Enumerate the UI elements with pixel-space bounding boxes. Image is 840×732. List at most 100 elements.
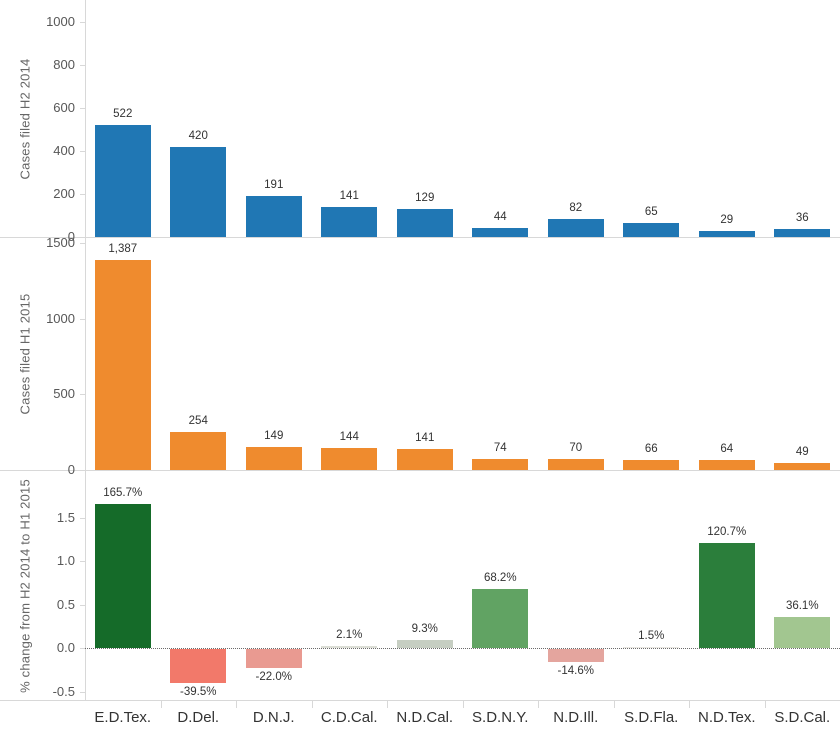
y-axis-tick-label: 1000 [46,310,75,326]
x-axis-category-label[interactable]: C.D.Cal. [320,709,378,726]
y-axis-tick-label: 600 [53,100,75,115]
bar-value-label: 49 [795,445,809,458]
y-axis-line [85,0,86,700]
y-axis-tick-mark [80,237,85,238]
bar-dnj[interactable] [245,447,302,470]
y-axis-tick-label: 0.5 [56,596,75,612]
bar-value-label: 254 [188,414,208,427]
bar-sdcal[interactable] [774,229,831,237]
bar-value-label: 141 [415,431,435,444]
bar-value-label: 2.1% [336,629,363,642]
bar-sdfla[interactable] [623,223,680,237]
y-axis-tick-label: 0.0 [56,640,75,655]
y-axis-tick-mark [80,65,85,66]
bar-ndill[interactable] [547,459,604,470]
bar-ndill[interactable] [547,219,604,237]
x-axis-tick-mark [311,701,313,708]
y-axis-tick-label: 200 [53,186,75,201]
bar-dnj[interactable] [245,195,302,237]
bar-ndtex[interactable] [698,460,755,470]
bar-value-label: 120.7% [707,525,747,538]
bar-edtex[interactable] [94,124,151,237]
x-axis-categories: E.D.Tex. D.Del. D.N.J. C.D.Cal. N.D.Cal. S.D.… [0,701,840,732]
x-axis-category-label[interactable]: S.D.Fla. [624,709,679,726]
bar-ndcal[interactable] [396,209,453,237]
y-axis-tick-mark [80,22,85,23]
x-axis-category-label[interactable]: N.D.Cal. [396,709,454,726]
bar-value-label: 36 [795,212,809,225]
bar-ddel[interactable] [170,146,227,237]
y-axis-title: Cases filed H2 2014 [17,58,33,179]
bar-value-label: 66 [644,443,658,455]
bar-ndtex[interactable] [698,230,755,237]
bar-sdcal[interactable] [774,462,831,470]
y-axis-tick-mark [80,517,85,519]
y-axis-tick-label: 1.5 [56,509,75,525]
panel-cases-filed-h2-2014: Cases filed H2 2014 0 200 400 600 800 1000 522… [0,0,840,244]
bar-sdfla[interactable] [623,460,680,470]
y-axis-tick-label: 500 [53,386,75,402]
panel-cases-filed-h1-2015: Cases filed H1 2015 0 500 1000 1500 1,387 254… [0,235,840,477]
x-axis-category-label[interactable]: S.D.Cal. [774,709,831,726]
bar-value-label: 70 [569,442,583,455]
x-axis-tick-mark [387,701,388,708]
bar-value-label: 29 [720,213,734,226]
y-axis-tick-mark [80,194,85,195]
bar-ddel[interactable] [170,431,227,470]
bar-value-label: 129 [415,192,435,205]
bar-value-label: -22.0% [255,671,292,684]
y-axis-tick-label: 0 [67,462,75,477]
y-axis-tick-mark [80,604,85,606]
x-axis-category-label[interactable]: D.N.J. [252,709,295,726]
bar-value-label: 44 [493,210,507,223]
x-axis-tick-mark [236,701,237,708]
bar-ndill[interactable] [547,649,604,662]
panel-percent-change: % change from H2 2014 to H1 2015 -0.5 0.0… [0,471,840,701]
bar-value-label: -39.5% [180,686,217,699]
bar-ddel[interactable] [170,649,227,684]
bar-value-label: 64 [720,443,734,456]
y-axis-tick-label: 400 [53,143,75,158]
bar-cdcal[interactable] [321,206,378,237]
y-axis-tick-mark [80,470,85,471]
x-axis-category-label[interactable]: D.Del. [177,709,220,726]
bar-value-label: 74 [493,441,507,454]
bar-cdcal[interactable] [321,646,378,648]
bar-sdcal[interactable] [774,616,831,648]
y-axis-tick-mark [80,108,85,109]
x-axis-category-label[interactable]: E.D.Tex. [94,709,152,726]
bar-sdfla[interactable] [623,646,680,648]
y-axis-tick-label: 0 [67,229,75,244]
y-axis-tick-mark [80,151,85,152]
bar-edtex[interactable] [94,503,151,648]
y-axis-tick-mark [80,394,85,396]
y-axis-tick-mark [80,648,85,649]
bar-sdny[interactable] [472,588,529,648]
x-axis-tick-mark [613,701,615,708]
bar-ndcal[interactable] [396,639,453,648]
x-axis-tick-mark [764,701,766,708]
bar-value-label: 522 [113,107,133,120]
bar-sdny[interactable] [472,458,529,470]
bar-value-label: 144 [339,431,359,444]
bar-value-label: 1.5% [638,629,665,642]
y-axis-tick-mark [80,691,85,693]
y-axis-tick-label: 1500 [46,235,75,251]
y-axis-tick-mark [80,318,85,320]
bar-ndcal[interactable] [396,448,453,470]
bar-value-label: 149 [264,430,284,443]
bar-value-label: 68.2% [483,571,517,584]
bar-value-label: 1,387 [108,243,138,256]
bar-edtex[interactable] [94,260,151,470]
bar-dnj[interactable] [245,649,302,669]
bar-value-label: 420 [188,129,208,142]
bar-value-label: 191 [264,178,284,191]
x-axis-category-label[interactable]: N.D.Ill. [553,709,599,726]
bar-ndtex[interactable] [698,542,755,648]
bar-sdny[interactable] [472,227,529,237]
x-axis-category-label[interactable]: N.D.Tex. [697,709,756,726]
x-axis-category-label[interactable]: S.D.N.Y. [472,709,529,726]
y-axis-tick-label: 1.0 [56,553,75,568]
bar-cdcal[interactable] [321,448,378,470]
